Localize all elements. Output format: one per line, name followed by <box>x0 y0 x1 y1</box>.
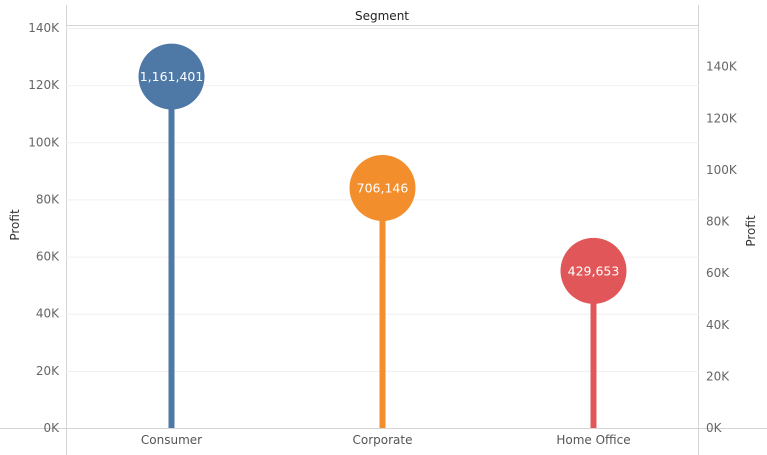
left-tick-label: 20K <box>36 364 60 378</box>
right-tick-label: 80K <box>706 215 730 229</box>
left-tick-label: 80K <box>36 192 60 206</box>
category-label: Home Office <box>556 433 630 447</box>
data-label: 1,161,401 <box>140 69 204 84</box>
lollipop-circle <box>138 43 205 110</box>
right-tick-label: 60K <box>706 266 730 280</box>
left-tick-label: 40K <box>36 307 60 321</box>
category-label: Corporate <box>353 433 413 447</box>
right-tick-label: 40K <box>706 318 730 332</box>
right-axis-ticks: 0K 20K 40K 60K 80K 100K 120K 140K <box>706 60 738 435</box>
header-title: Segment <box>355 9 409 23</box>
lollipop-marks: 1,161,401 706,146 429,653 <box>138 43 627 429</box>
left-axis-ticks: 0K 20K 40K 60K 80K 100K 120K 140K <box>28 21 60 435</box>
right-tick-label: 0K <box>706 421 723 435</box>
y-axis-title-left: Profit <box>8 209 22 241</box>
right-tick-label: 20K <box>706 369 730 383</box>
right-tick-label: 120K <box>706 111 738 125</box>
left-tick-label: 140K <box>28 21 60 35</box>
right-tick-label: 100K <box>706 163 738 177</box>
left-tick-label: 60K <box>36 250 60 264</box>
lollipop-stem <box>590 270 597 428</box>
lollipop-circle <box>560 237 627 304</box>
category-labels: Consumer Corporate Home Office <box>141 433 631 447</box>
left-tick-label: 120K <box>28 78 60 92</box>
lollipop-stem <box>379 188 386 428</box>
data-label: 706,146 <box>357 181 409 196</box>
data-label: 429,653 <box>568 263 620 278</box>
chart-frame <box>0 5 767 455</box>
category-label: Consumer <box>141 433 202 447</box>
left-tick-label: 100K <box>28 135 60 149</box>
lollipop-circle <box>349 155 416 221</box>
lollipop-stem <box>168 76 175 429</box>
right-tick-label: 140K <box>706 60 738 74</box>
left-tick-label: 0K <box>43 421 60 435</box>
y-axis-title-right: Profit <box>744 215 758 247</box>
